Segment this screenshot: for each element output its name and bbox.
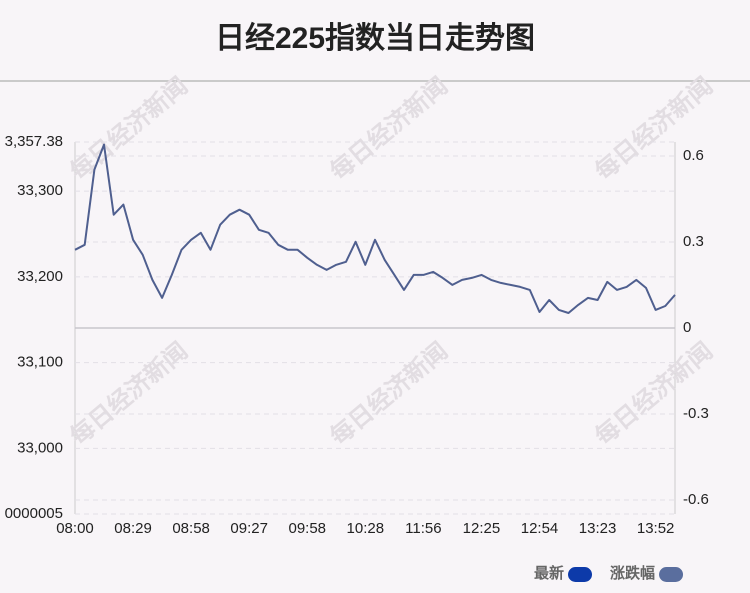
price-line — [74, 143, 676, 314]
x-tick-label: 09:27 — [230, 520, 268, 537]
watermark: 每日经济新闻 — [325, 337, 453, 451]
x-tick-label: 08:58 — [172, 520, 210, 537]
y2-tick-label: 0 — [683, 319, 691, 336]
x-tick-label: 13:23 — [579, 520, 617, 537]
x-tick-label: 08:00 — [56, 520, 94, 537]
y2-tick-label: 0.3 — [683, 233, 704, 250]
legend-swatch — [659, 567, 684, 582]
y2-tick-label: -0.6 — [683, 491, 709, 508]
watermark: 每日经济新闻 — [590, 72, 718, 186]
x-tick-label: 12:54 — [521, 520, 559, 537]
watermark: 每日经济新闻 — [65, 337, 193, 451]
watermark: 每日经济新闻 — [325, 72, 453, 186]
watermark: 每日经济新闻 — [65, 72, 193, 186]
x-tick-label: 13:52 — [637, 520, 675, 537]
y-tick-label: 33,000 — [17, 439, 63, 456]
x-tick-label: 08:29 — [114, 520, 152, 537]
x-tick-label: 12:25 — [463, 520, 501, 537]
x-tick-label: 10:28 — [347, 520, 385, 537]
x-tick-label: 11:56 — [405, 520, 441, 537]
y-tick-label: 0000005 — [5, 505, 63, 522]
y-tick-label: 3,357.38 — [5, 133, 63, 150]
legend-label: 涨跌幅 — [610, 564, 655, 582]
y-tick-label: 33,100 — [17, 354, 63, 371]
legend-swatch — [568, 567, 593, 582]
watermark: 每日经济新闻 — [590, 337, 718, 451]
y2-tick-label: -0.3 — [683, 405, 709, 422]
y-tick-label: 33,300 — [17, 182, 63, 199]
legend-label: 最新 — [534, 564, 564, 582]
chart-title: 日经225指数当日走势图 — [215, 21, 535, 55]
y-tick-label: 33,200 — [17, 268, 63, 285]
y2-tick-label: 0.6 — [683, 147, 704, 164]
x-tick-label: 09:58 — [288, 520, 326, 537]
